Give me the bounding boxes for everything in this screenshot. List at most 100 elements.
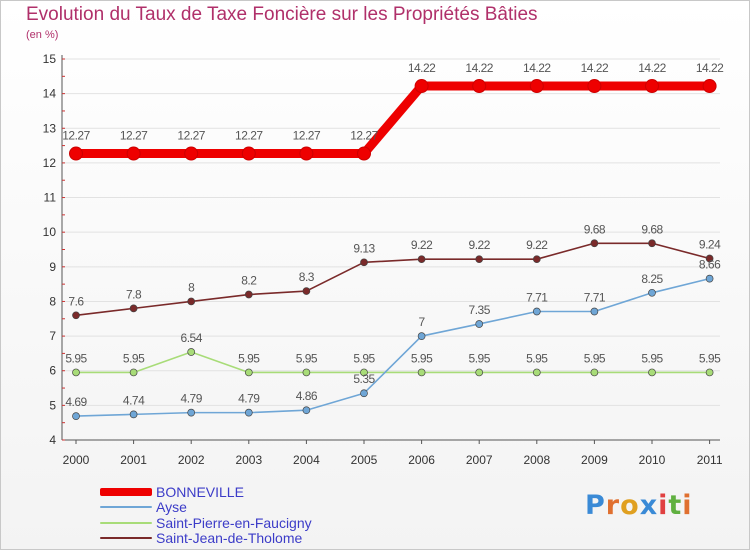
data-point [648, 368, 656, 377]
data-point [187, 297, 196, 306]
unit-label: (en %) [26, 29, 59, 41]
data-point [648, 239, 656, 248]
data-label: 5.95 [65, 351, 87, 365]
chart-title: Evolution du Taux de Taxe Foncière sur l… [26, 4, 538, 25]
data-label: 5.95 [123, 351, 145, 365]
data-label: 7.71 [584, 290, 606, 304]
data-label: 12.27 [293, 129, 321, 143]
data-point [129, 410, 138, 419]
legend-swatch [100, 521, 152, 524]
x-tick-label: 2008 [523, 453, 550, 467]
data-point [532, 307, 541, 316]
data-label: 14.22 [408, 61, 436, 75]
legend-label: BONNEVILLE [156, 483, 244, 500]
data-point [475, 255, 484, 264]
data-point [360, 258, 368, 267]
logo-letter: t [668, 490, 683, 521]
data-point [244, 290, 253, 299]
data-label: 4.79 [181, 392, 203, 406]
data-label: 9.22 [411, 238, 433, 252]
data-label: 14.22 [465, 61, 493, 75]
data-point [187, 408, 196, 417]
legend-label: Ayse [156, 499, 187, 516]
data-label: 5.95 [296, 351, 318, 365]
data-label: 14.22 [638, 61, 666, 75]
data-point [360, 389, 368, 398]
x-tick-label: 2006 [408, 453, 435, 467]
legend: BONNEVILLE Ayse Saint-Pierre-en-Faucigny Sa… [100, 484, 312, 546]
data-point [72, 368, 80, 377]
data-point [702, 79, 717, 94]
data-point [184, 146, 199, 161]
data-point [590, 307, 599, 316]
data-point [532, 255, 541, 264]
legend-swatch [100, 487, 152, 496]
x-tick-label: 2011 [697, 453, 723, 467]
data-label: 12.27 [62, 129, 90, 143]
data-label: 8.25 [641, 272, 663, 286]
legend-swatch [100, 537, 152, 540]
data-point [299, 146, 314, 161]
data-point [72, 311, 80, 320]
data-label: 6.54 [181, 331, 203, 345]
data-point [648, 288, 656, 297]
legend-item: Ayse [100, 499, 312, 516]
x-tick-label: 2002 [178, 453, 205, 467]
data-point [587, 79, 602, 94]
data-point [475, 368, 484, 377]
y-tick-label: 8 [49, 294, 56, 308]
data-point [590, 239, 599, 248]
data-point [360, 368, 368, 377]
legend-item: Saint-Jean-de-Tholome [100, 530, 312, 547]
x-tick-label: 2009 [581, 453, 608, 467]
x-tick-label: 2001 [120, 453, 147, 467]
data-point [472, 79, 487, 94]
data-point [645, 79, 659, 94]
data-label: 5.95 [526, 351, 548, 365]
data-point [417, 368, 426, 377]
data-label: 8.3 [299, 270, 315, 284]
series-line-Saint-Jean-de-Tholome [75, 242, 711, 317]
y-tick-label: 7 [49, 329, 56, 343]
legend-item: Saint-Pierre-en-Faucigny [100, 515, 312, 531]
data-point [244, 368, 253, 377]
x-tick-label: 2000 [63, 453, 90, 467]
data-point [72, 412, 80, 420]
data-label: 9.22 [469, 238, 491, 252]
data-label: 12.27 [235, 129, 263, 143]
data-label: 8 [188, 280, 195, 294]
data-point [529, 79, 544, 94]
data-point [705, 368, 714, 377]
data-point [357, 146, 371, 161]
data-label: 7.6 [68, 294, 84, 308]
data-label: 7.71 [526, 290, 548, 304]
data-point [69, 146, 83, 161]
y-tick-label: 5 [49, 398, 56, 412]
y-tick-label: 4 [49, 433, 56, 447]
logo-letter: r [605, 490, 621, 521]
data-label: 7 [419, 315, 426, 329]
y-tick-label: 12 [43, 156, 57, 170]
x-tick-label: 2007 [466, 453, 493, 467]
x-tick-label: 2005 [351, 453, 378, 467]
data-point [126, 146, 141, 161]
legend-label: Saint-Pierre-en-Faucigny [156, 514, 312, 531]
data-point [417, 255, 426, 264]
logo-letter: P [585, 490, 606, 521]
data-point [129, 368, 138, 377]
data-point [302, 406, 311, 415]
data-point [241, 146, 256, 161]
data-label: 8.66 [699, 258, 721, 272]
data-label: 14.22 [523, 61, 551, 75]
data-label: 5.95 [353, 351, 375, 365]
data-label: 5.95 [238, 351, 260, 365]
legend-swatch [100, 506, 152, 509]
series-line-Ayse [75, 277, 711, 417]
data-point [187, 348, 196, 356]
data-label: 5.95 [411, 351, 433, 365]
data-label: 4.74 [123, 393, 145, 407]
legend-label: Saint-Jean-de-Tholome [156, 530, 303, 547]
data-label: 4.69 [65, 395, 87, 409]
logo-letter: i [682, 490, 693, 521]
